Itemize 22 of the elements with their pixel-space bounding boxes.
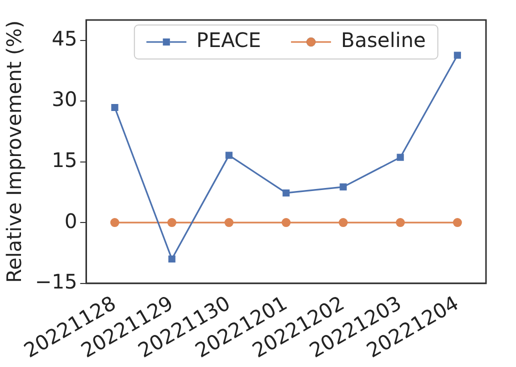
y-axis-title: Relative Improvement (%) bbox=[2, 20, 26, 283]
point bbox=[454, 52, 461, 59]
legend-label: Baseline bbox=[341, 28, 426, 52]
point bbox=[225, 152, 233, 159]
point bbox=[340, 183, 347, 190]
y-tick-label: 0 bbox=[64, 208, 78, 233]
point bbox=[282, 189, 290, 197]
y-tick-label: 15 bbox=[52, 148, 78, 172]
point bbox=[338, 218, 348, 228]
y-tick-label: −15 bbox=[34, 270, 78, 294]
point bbox=[167, 218, 176, 228]
y-tick-label: 30 bbox=[52, 87, 78, 112]
legend-label: PEACE bbox=[196, 28, 262, 52]
point bbox=[224, 218, 234, 228]
y-tick-label: 45 bbox=[52, 26, 78, 50]
point bbox=[110, 218, 120, 228]
point bbox=[396, 218, 405, 228]
point bbox=[396, 154, 404, 161]
point bbox=[111, 104, 118, 112]
point bbox=[282, 218, 291, 228]
point bbox=[452, 218, 462, 228]
point bbox=[168, 255, 176, 263]
